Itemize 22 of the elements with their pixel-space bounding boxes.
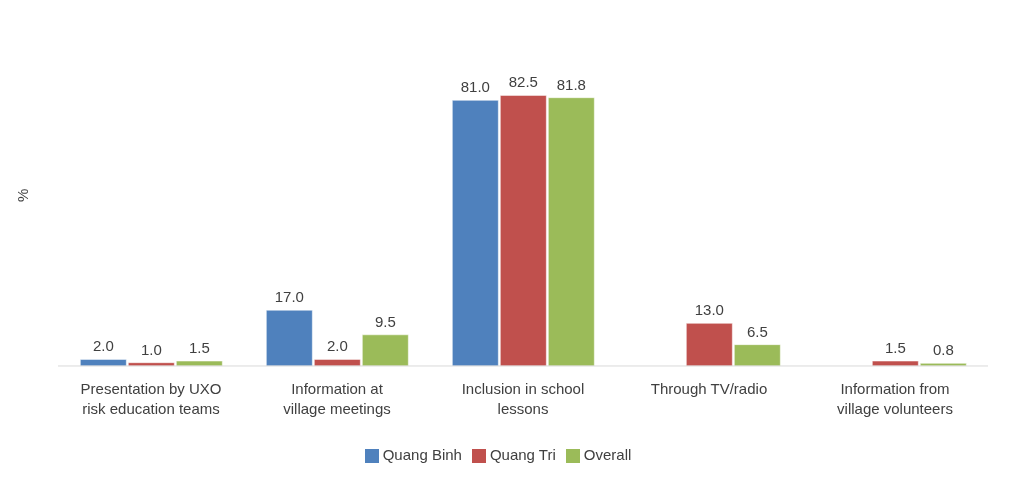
data-label: 2.0 (326, 337, 348, 355)
data-label: 1.0 (140, 340, 162, 358)
data-label: 1.5 (884, 339, 906, 357)
legend-label: Overall (583, 445, 632, 463)
data-label: 2.0 (92, 337, 114, 355)
data-label: 17.0 (274, 288, 304, 306)
x-tick-label: Through TV/radio (650, 379, 768, 397)
data-label: 81.8 (556, 75, 586, 93)
x-tick-label: Inclusion in school lessons (461, 379, 585, 417)
data-label: 1.5 (188, 339, 210, 357)
x-tick-label: Information at village meetings (283, 379, 391, 417)
data-label: 13.0 (694, 301, 724, 319)
x-tick-label: Information from village volunteers (837, 379, 953, 417)
data-label: 6.5 (746, 322, 768, 340)
data-label: 82.5 (508, 73, 538, 91)
data-label: 9.5 (374, 312, 396, 330)
data-label: 0.8 (932, 341, 954, 359)
legend-label: Quang Tri (489, 445, 556, 463)
y-axis-title: % (14, 188, 32, 202)
data-label: 81.0 (460, 78, 490, 96)
x-tick-label: Presentation by UXO risk education teams (80, 379, 222, 417)
legend-label: Quang Binh (382, 445, 462, 463)
